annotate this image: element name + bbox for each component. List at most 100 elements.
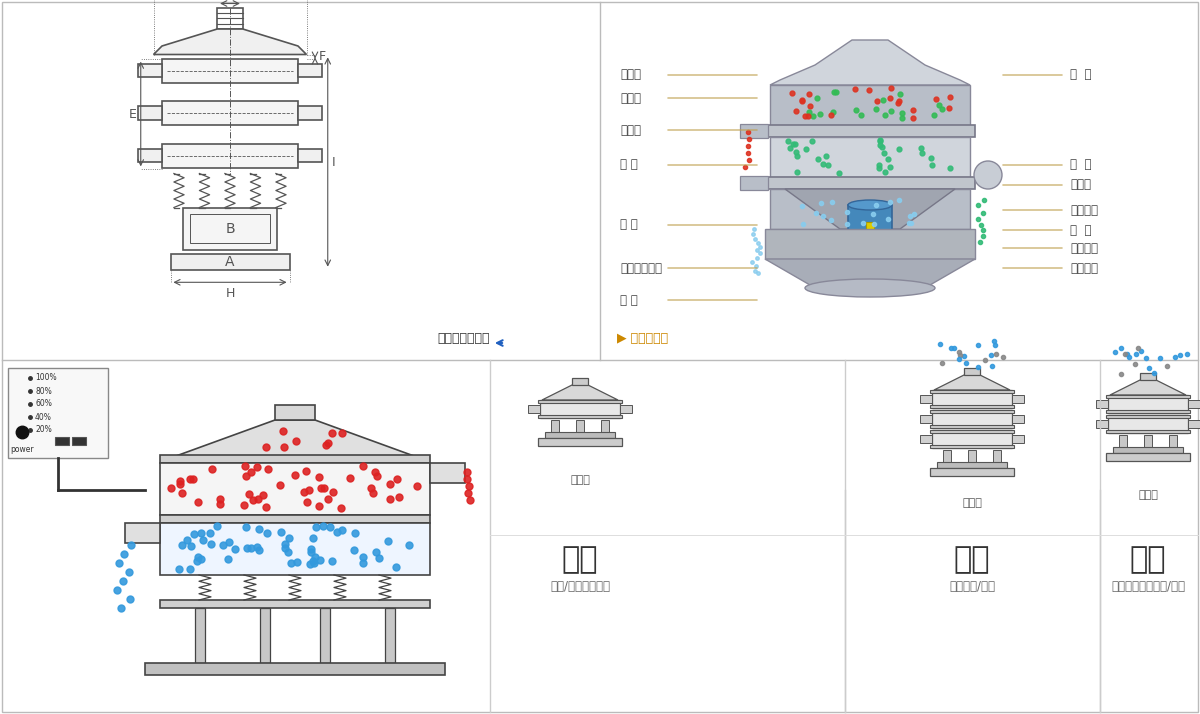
Bar <box>937 462 1007 468</box>
Bar <box>194 608 205 663</box>
Bar <box>184 208 277 250</box>
Bar <box>968 450 976 462</box>
Text: 加重塊: 加重塊 <box>1070 178 1091 191</box>
Bar <box>275 405 314 420</box>
Bar <box>160 523 430 575</box>
Bar <box>72 437 86 445</box>
Bar <box>1012 415 1024 423</box>
Bar <box>1106 395 1190 398</box>
Bar <box>770 189 970 229</box>
Text: A: A <box>226 255 235 269</box>
Bar <box>740 176 768 190</box>
Polygon shape <box>166 420 425 460</box>
Text: 束 環: 束 環 <box>620 159 637 171</box>
Text: 篩  盤: 篩 盤 <box>1070 223 1092 236</box>
Bar <box>1140 373 1156 380</box>
Bar <box>138 106 162 120</box>
Text: 出料口: 出料口 <box>620 124 641 136</box>
Bar <box>930 410 1014 413</box>
Bar <box>930 468 1014 476</box>
Bar <box>920 415 932 423</box>
Bar <box>298 64 322 77</box>
Bar <box>538 400 622 403</box>
Bar <box>1188 420 1200 428</box>
Bar <box>298 106 322 120</box>
Text: 防塵蓋: 防塵蓋 <box>620 91 641 104</box>
Bar <box>770 137 970 177</box>
Bar <box>217 8 242 29</box>
Bar <box>430 463 466 483</box>
Text: 分級: 分級 <box>562 545 599 574</box>
Bar <box>170 254 289 270</box>
Text: power: power <box>10 445 34 454</box>
Bar <box>138 149 162 163</box>
Text: 網  架: 網 架 <box>1070 159 1092 171</box>
Bar <box>766 177 974 189</box>
Bar <box>852 235 888 243</box>
Bar <box>545 432 616 438</box>
Bar <box>162 101 298 125</box>
Text: 外形尺寸示意圖: 外形尺寸示意圖 <box>438 332 490 345</box>
Ellipse shape <box>848 200 892 210</box>
Bar <box>930 425 1014 428</box>
Bar <box>1106 410 1190 413</box>
Text: 下部重錘: 下部重錘 <box>1070 261 1098 274</box>
Bar <box>930 405 1014 408</box>
Bar <box>766 229 974 259</box>
Bar <box>770 85 970 130</box>
Bar <box>1106 430 1190 433</box>
Bar <box>932 430 1012 448</box>
Polygon shape <box>1110 380 1186 395</box>
Bar <box>1188 400 1200 408</box>
Bar <box>601 420 610 432</box>
Text: 40%: 40% <box>35 413 52 421</box>
Text: 100%: 100% <box>35 373 56 383</box>
Bar <box>385 608 395 663</box>
Text: 進料口: 進料口 <box>620 69 641 81</box>
Bar <box>1108 395 1188 413</box>
Text: 上部重錘: 上部重錘 <box>1070 203 1098 216</box>
Text: 20%: 20% <box>35 426 52 435</box>
Bar <box>1108 415 1188 433</box>
Bar <box>572 378 588 385</box>
Polygon shape <box>766 259 974 285</box>
Text: ▶ 結構示意圖: ▶ 結構示意圖 <box>617 332 668 345</box>
Bar <box>1120 435 1127 447</box>
Bar <box>162 59 298 83</box>
Bar <box>920 395 932 403</box>
Text: E: E <box>128 108 137 121</box>
Text: 去除異物/結塊: 去除異物/結塊 <box>949 580 995 593</box>
Text: 機 座: 機 座 <box>620 293 637 306</box>
Bar <box>866 222 874 244</box>
Bar <box>1106 453 1190 461</box>
Text: 單層式: 單層式 <box>570 475 590 485</box>
Polygon shape <box>934 375 1010 390</box>
Bar <box>920 435 932 443</box>
Text: B: B <box>226 222 235 236</box>
Text: 雙層式: 雙層式 <box>1138 490 1158 500</box>
Bar <box>298 149 322 163</box>
Bar <box>848 205 892 243</box>
Polygon shape <box>154 29 306 54</box>
Text: 振動電机: 振動電机 <box>1070 241 1098 254</box>
Ellipse shape <box>974 161 1002 189</box>
Bar <box>538 438 622 446</box>
Bar <box>1114 447 1183 453</box>
Bar <box>160 600 430 608</box>
Bar <box>1012 395 1024 403</box>
Bar <box>1096 400 1108 408</box>
Text: 篩  網: 篩 網 <box>1070 69 1092 81</box>
Polygon shape <box>785 189 955 229</box>
Text: 顆粒/粉末準確分級: 顆粒/粉末準確分級 <box>550 580 610 593</box>
Bar <box>1012 435 1024 443</box>
Bar <box>320 608 330 663</box>
Bar <box>160 455 430 463</box>
Bar <box>994 450 1001 462</box>
Polygon shape <box>542 385 618 400</box>
Text: 過濾: 過濾 <box>954 545 990 574</box>
Bar <box>766 125 974 137</box>
Text: 80%: 80% <box>35 386 52 396</box>
Bar <box>1106 415 1190 418</box>
Bar <box>930 390 1014 393</box>
Bar <box>538 415 622 418</box>
